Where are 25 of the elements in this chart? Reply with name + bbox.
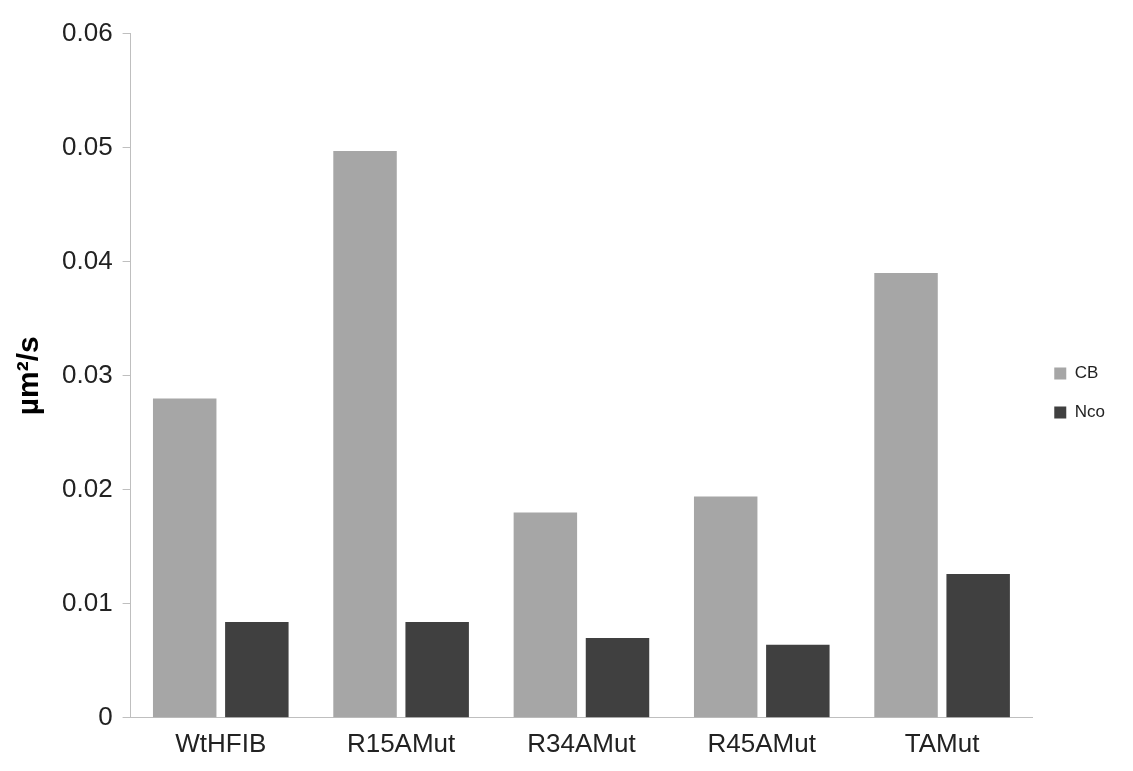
- bar: [152, 398, 217, 718]
- y-tick-label: 0.05: [61, 130, 113, 161]
- x-tick-label: R15AMut: [346, 727, 457, 758]
- bar: [225, 622, 289, 718]
- y-tick-label: 0.01: [61, 586, 113, 617]
- y-tick-label: 0.04: [61, 244, 113, 275]
- bar: [693, 496, 758, 718]
- bar: [874, 273, 938, 718]
- bar: [333, 151, 397, 718]
- x-tick-label: WtHFIB: [175, 727, 267, 758]
- y-tick-label: 0.02: [61, 472, 113, 503]
- y-tick-label: 0.06: [61, 16, 113, 47]
- bar: [946, 574, 1010, 718]
- y-axis-title: µm²/s: [11, 336, 45, 416]
- y-tick-label: 0.03: [61, 358, 113, 389]
- y-tick-label: 0: [98, 700, 113, 731]
- bar: [766, 644, 830, 718]
- legend-label: CB: [1074, 363, 1099, 383]
- x-tick-label: TAMut: [904, 727, 981, 758]
- x-tick-label: R34AMut: [527, 727, 637, 758]
- bar: [513, 512, 578, 718]
- x-tick-label: R45AMut: [707, 727, 817, 758]
- legend-label: Nco: [1074, 402, 1105, 422]
- bar: [585, 637, 650, 718]
- bar: [405, 622, 469, 718]
